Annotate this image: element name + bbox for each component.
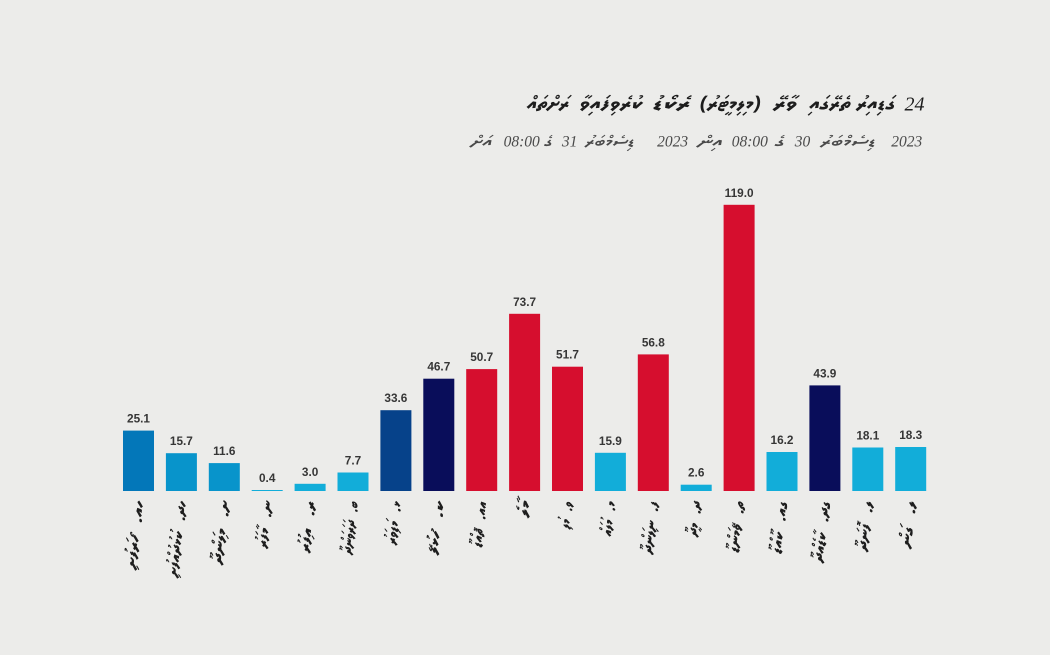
svg-text:3.0: 3.0 xyxy=(302,465,319,479)
svg-text:18.3: 18.3 xyxy=(899,428,922,442)
svg-text:18.1: 18.1 xyxy=(856,429,879,443)
svg-text:119.0: 119.0 xyxy=(725,186,754,200)
svg-text:25.1: 25.1 xyxy=(127,412,150,426)
svg-text:46.7: 46.7 xyxy=(427,360,450,374)
svg-text:56.8: 56.8 xyxy=(642,335,665,349)
svg-text:31: 31 xyxy=(561,133,578,150)
svg-text:15.7: 15.7 xyxy=(170,434,193,448)
svg-text:2.6: 2.6 xyxy=(688,466,705,480)
svg-text:7.7: 7.7 xyxy=(345,454,362,468)
svg-text:08:00: 08:00 xyxy=(732,133,768,150)
svg-text:43.9: 43.9 xyxy=(813,366,836,380)
svg-text:11.6: 11.6 xyxy=(213,444,236,458)
svg-text:2023: 2023 xyxy=(891,133,922,150)
svg-text:50.7: 50.7 xyxy=(470,350,493,364)
svg-text:73.7: 73.7 xyxy=(513,295,536,309)
svg-text:24: 24 xyxy=(905,94,925,116)
svg-text:15.9: 15.9 xyxy=(599,434,622,448)
svg-text:16.2: 16.2 xyxy=(771,433,794,447)
svg-text:33.6: 33.6 xyxy=(384,391,407,405)
svg-text:51.7: 51.7 xyxy=(556,348,579,362)
svg-text:0.4: 0.4 xyxy=(259,471,276,485)
svg-text:30: 30 xyxy=(794,133,811,150)
svg-text:2023: 2023 xyxy=(657,133,688,150)
svg-text:08:00: 08:00 xyxy=(504,133,540,150)
